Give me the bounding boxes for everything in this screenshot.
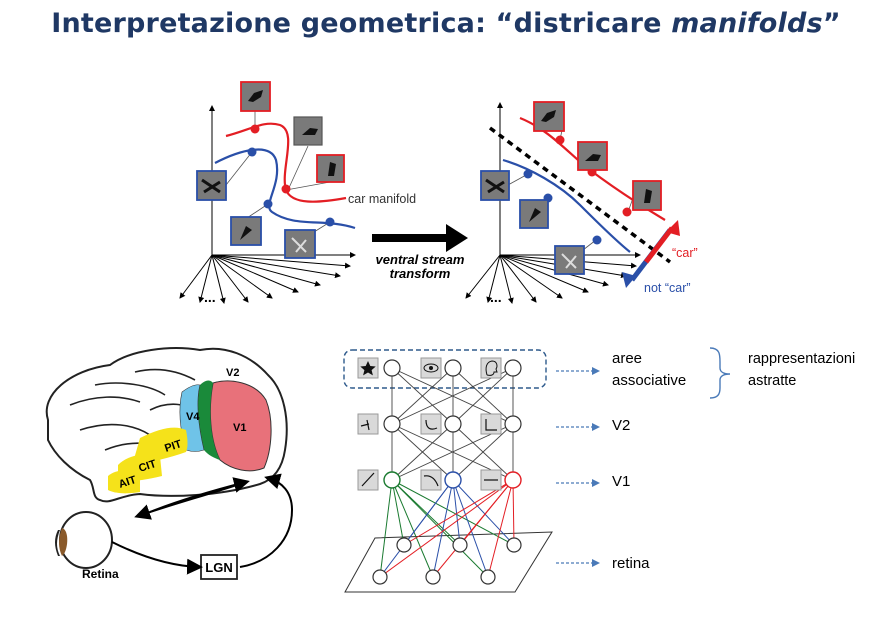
network-node (444, 471, 462, 489)
car-label: “car” (672, 246, 698, 260)
network-node (504, 359, 522, 377)
object-image-thumbnail (554, 245, 585, 275)
area-label-pit: PIT (163, 438, 183, 455)
associative-area-box (343, 349, 547, 389)
lgn-label: LGN (205, 560, 232, 575)
transform-arrow: ventral stream transform (372, 224, 468, 281)
edge-feature-icon (357, 413, 379, 435)
area-label-v4: V4 (186, 411, 200, 423)
eye-icon (55, 511, 113, 569)
car-manifold-label: car manifold (348, 192, 416, 206)
manifold-plot-before: ... (179, 81, 416, 305)
car-image-thumbnail (533, 101, 565, 132)
retina-node (425, 569, 441, 585)
object-image-thumbnail (284, 229, 316, 259)
network-diagram: aree associative V2 V1 retina rappresent… (343, 347, 855, 593)
car-image-thumbnail (632, 180, 662, 211)
car-image-thumbnail (240, 81, 271, 112)
retina-node (452, 537, 468, 553)
retina-node (372, 569, 388, 585)
retina-node (480, 569, 496, 585)
star-feature-icon (357, 357, 379, 379)
car-direction-arrow (644, 226, 674, 264)
layer-label-associative-line1: aree (612, 350, 642, 367)
brain-diagram: V2 V4 V1 PIT CIT AIT Retina LGN (45, 347, 294, 581)
network-node (444, 359, 462, 377)
area-label-v1: V1 (233, 422, 246, 434)
network-node (444, 415, 462, 433)
title-suffix: ” (822, 8, 841, 39)
network-node (383, 415, 401, 433)
axis-ellipsis-right: ... (490, 289, 502, 305)
title-italic: manifolds (671, 8, 823, 39)
transform-label-line2: transform (390, 266, 451, 281)
car-image-thumbnail (577, 141, 608, 171)
retina-node (506, 537, 522, 553)
area-label-cit: CIT (137, 458, 158, 475)
horizontal-line-feature-icon (480, 469, 502, 491)
area-label-ait: AIT (117, 474, 138, 491)
eye-feature-icon (420, 357, 442, 379)
brace (709, 347, 731, 399)
manifold-plot-after: ... (465, 101, 698, 305)
decision-boundary (488, 126, 672, 264)
corner-feature-icon (480, 413, 502, 435)
retina-node (396, 537, 412, 553)
car-image-thumbnail (293, 116, 323, 146)
curve-feature-icon (420, 413, 442, 435)
title-prefix: Interpretazione geometrica: “districare (51, 8, 672, 39)
object-image-thumbnail (480, 170, 510, 201)
layer-label-v1: V1 (612, 473, 630, 490)
car-image-thumbnail (316, 154, 345, 183)
network-node (383, 471, 401, 489)
layer-label-v2: V2 (612, 417, 630, 434)
transform-label-line1: ventral stream (376, 252, 465, 267)
not-car-manifold-curve-separated (502, 158, 631, 253)
arc-feature-icon (420, 469, 442, 491)
page-title: Interpretazione geometrica: “districare … (0, 8, 892, 39)
retina-label: Retina (82, 567, 119, 581)
object-image-thumbnail (230, 216, 262, 246)
layer-label-associative-line2: associative (612, 372, 686, 389)
car-manifold-curve (225, 122, 347, 203)
brace-label-line2: astratte (748, 373, 796, 389)
not-car-label: not “car” (644, 281, 691, 295)
network-node (504, 471, 522, 489)
object-image-thumbnail (196, 170, 227, 201)
network-node (504, 415, 522, 433)
area-label-v2: V2 (226, 367, 239, 379)
axis-ellipsis-left: ... (204, 289, 216, 305)
diagonal-line-feature-icon (357, 469, 379, 491)
network-node (383, 359, 401, 377)
brace-label-line1: rappresentazioni (748, 351, 855, 367)
face-feature-icon (480, 357, 502, 379)
object-image-thumbnail (519, 199, 549, 229)
layer-label-retina: retina (612, 555, 650, 572)
